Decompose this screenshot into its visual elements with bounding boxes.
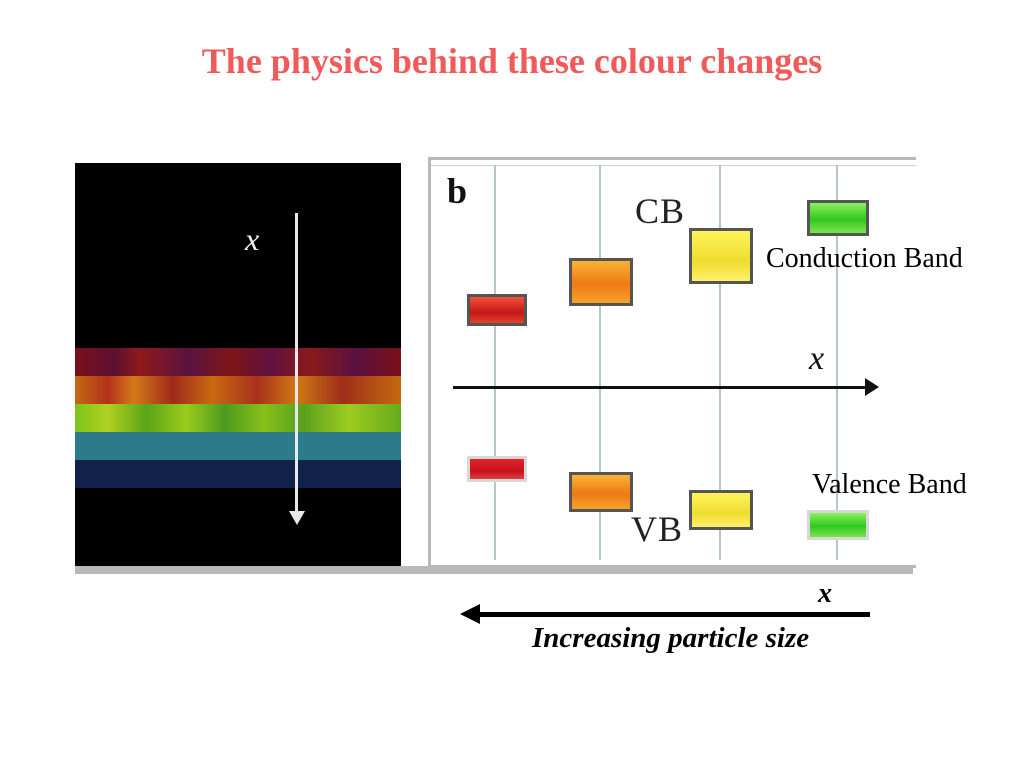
valence-band-label: Valence Band — [812, 469, 967, 500]
color-stripe-green — [75, 404, 401, 432]
vb-label: VB — [631, 509, 684, 549]
band-diagram-panel: b CB VB x — [428, 157, 916, 568]
vb-level-yellow — [689, 490, 753, 530]
column-line — [719, 165, 721, 560]
cb-level-orange — [569, 258, 633, 306]
conduction-band-label: Conduction Band — [766, 243, 963, 274]
color-stripe-orange — [75, 376, 401, 404]
cb-level-green — [807, 200, 869, 236]
slide-title: The physics behind these colour changes — [201, 41, 823, 81]
panel-letter: b — [447, 171, 468, 211]
column-line — [599, 165, 601, 560]
cb-level-yellow — [689, 228, 753, 284]
size-axis-label: x — [818, 578, 832, 609]
panel-bottom-border — [75, 566, 913, 574]
right-arrow-icon — [865, 378, 879, 396]
cb-level-red — [467, 294, 527, 326]
vb-level-green — [807, 510, 869, 540]
size-arrow-line — [478, 612, 870, 617]
image-axis-label: x — [245, 221, 260, 257]
column-line — [836, 165, 838, 560]
color-stripe-teal — [75, 432, 401, 460]
vb-level-red — [467, 456, 527, 482]
band-axis-label: x — [809, 340, 825, 377]
left-arrow-icon — [460, 604, 480, 624]
color-stripe-navy — [75, 460, 401, 488]
colour-gradient-image: x — [75, 163, 401, 566]
down-arrow-icon — [289, 511, 305, 525]
particle-size-caption: Increasing particle size — [532, 622, 810, 654]
down-arrow-line — [295, 213, 298, 518]
color-stripe-dark-red — [75, 348, 401, 376]
band-x-axis — [453, 386, 871, 389]
column-line — [494, 165, 496, 560]
cb-label: CB — [635, 191, 686, 231]
panel-inner-frame — [431, 165, 916, 556]
vb-level-orange — [569, 472, 633, 512]
